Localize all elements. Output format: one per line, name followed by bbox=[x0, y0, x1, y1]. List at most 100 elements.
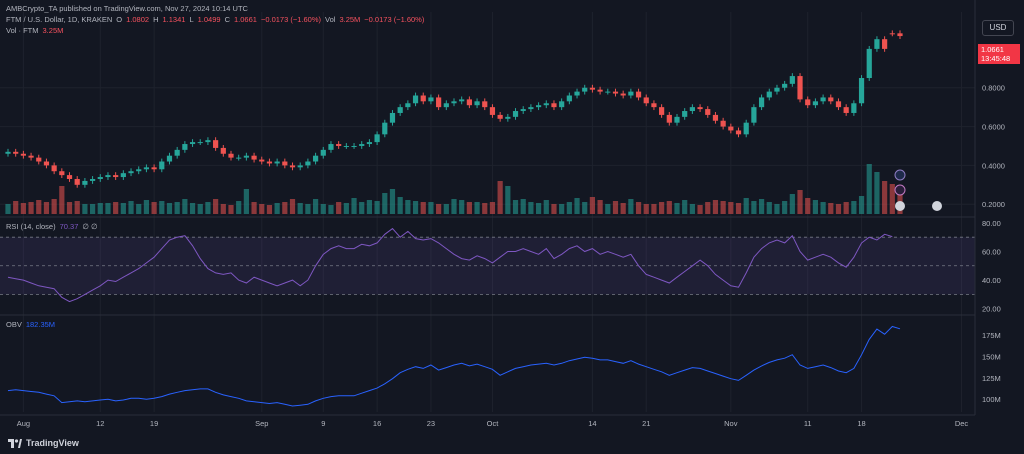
obv-tick-label: 150M bbox=[982, 352, 1001, 361]
candle-body bbox=[205, 140, 211, 143]
volume-bar bbox=[497, 181, 503, 214]
time-tick-label: Sep bbox=[255, 419, 268, 428]
volume-bar bbox=[728, 202, 734, 214]
candle-body bbox=[889, 33, 895, 35]
candle-body bbox=[659, 107, 665, 115]
candle-body bbox=[705, 109, 711, 115]
volume-bars bbox=[5, 164, 903, 214]
candle-body bbox=[320, 149, 326, 156]
flag-icon-1[interactable] bbox=[895, 201, 905, 211]
volume-bar bbox=[174, 202, 180, 214]
volume-bar bbox=[466, 202, 472, 214]
rsi-label[interactable]: RSI (14, close) bbox=[6, 222, 56, 231]
candle-body bbox=[59, 171, 65, 176]
volume-bar bbox=[543, 200, 549, 214]
volume-bar bbox=[858, 196, 865, 214]
volume-bar bbox=[874, 172, 880, 214]
tradingview-logo[interactable]: TradingView bbox=[8, 438, 79, 448]
candle-body bbox=[535, 105, 542, 108]
time-tick-label: 16 bbox=[373, 419, 381, 428]
volume-bar bbox=[259, 204, 265, 214]
candle-body bbox=[382, 122, 388, 135]
currency-button[interactable]: USD bbox=[982, 20, 1014, 36]
symbol-name[interactable]: FTM / U.S. Dollar, 1D, KRAKEN bbox=[6, 15, 113, 24]
obv-value: 182.35M bbox=[25, 320, 56, 329]
rsi-extra: ∅ ∅ bbox=[82, 222, 98, 231]
candle-body bbox=[505, 116, 511, 119]
volume-bar bbox=[320, 204, 326, 214]
candle-body bbox=[697, 107, 703, 110]
candle-body bbox=[451, 101, 457, 104]
volume-bar bbox=[889, 184, 895, 214]
volume-bar bbox=[36, 200, 42, 214]
ohlc-low: 1.0499 bbox=[197, 15, 221, 24]
candle-body bbox=[782, 83, 788, 88]
candle-body bbox=[328, 144, 334, 150]
price-tick-label: 0.6000 bbox=[982, 123, 1005, 132]
ohlc-vol-label: Vol bbox=[325, 15, 336, 24]
volume-bar bbox=[782, 201, 788, 214]
candle-body bbox=[43, 161, 50, 166]
candle-body bbox=[766, 91, 772, 98]
candle-body bbox=[520, 109, 526, 112]
candle-body bbox=[343, 145, 349, 147]
volume-bar bbox=[312, 199, 319, 214]
volume-bar bbox=[766, 202, 772, 214]
rsi-tick-label: 80.00 bbox=[982, 219, 1001, 228]
candle-body bbox=[635, 91, 642, 98]
obv-tick-label: 100M bbox=[982, 395, 1001, 404]
candle-body bbox=[159, 161, 165, 170]
flag-icon-2[interactable] bbox=[932, 201, 942, 211]
volume-bar bbox=[459, 200, 465, 214]
candle-body bbox=[474, 101, 480, 106]
volume-bar bbox=[828, 203, 834, 214]
volume-bar bbox=[213, 199, 219, 214]
volume-bar bbox=[851, 201, 857, 214]
candle-body bbox=[612, 91, 619, 94]
volume-bar bbox=[274, 203, 280, 214]
y-axes: 0.2000 0.4000 0.6000 0.8000 20.00 40.00 60.00 8… bbox=[982, 84, 1005, 404]
candle-body bbox=[143, 167, 150, 170]
event-icons bbox=[894, 169, 942, 211]
volume-label[interactable]: Vol · FTM bbox=[6, 26, 39, 35]
countdown: 13:45:48 bbox=[981, 54, 1011, 63]
symbol-line: FTM / U.S. Dollar, 1D, KRAKEN O 1.0802 H 1.1… bbox=[6, 15, 428, 24]
candle-body bbox=[497, 114, 503, 119]
volume-bar bbox=[751, 201, 757, 214]
volume-bar bbox=[43, 202, 50, 214]
candle-body bbox=[712, 114, 719, 121]
volume-bar bbox=[397, 197, 403, 214]
candle-body bbox=[605, 91, 611, 93]
time-tick-label: 21 bbox=[642, 419, 650, 428]
candle-body bbox=[28, 155, 34, 158]
volume-bar bbox=[228, 205, 234, 214]
candle-body bbox=[735, 130, 742, 135]
volume-bar bbox=[566, 202, 572, 214]
rsi-tick-label: 20.00 bbox=[982, 305, 1001, 314]
candle-body bbox=[66, 175, 73, 179]
obv-label[interactable]: OBV bbox=[6, 320, 22, 329]
candle-body bbox=[259, 159, 265, 162]
x-axis: Aug 12 19 Sep 9 16 23 Oct 14 21 Nov 11 18 Dec bbox=[0, 0, 976, 428]
volume-bar bbox=[205, 202, 211, 214]
plus-icon[interactable] bbox=[894, 169, 906, 181]
candle-body bbox=[305, 161, 311, 166]
volume-bar bbox=[643, 204, 649, 214]
candle-body bbox=[251, 155, 257, 160]
candle-body bbox=[405, 103, 411, 108]
candle-body bbox=[74, 178, 80, 185]
volume-bar bbox=[758, 199, 765, 214]
price-tick-label: 0.4000 bbox=[982, 161, 1005, 170]
volume-bar bbox=[151, 202, 157, 214]
volume-bar bbox=[166, 203, 173, 214]
flash-icon[interactable] bbox=[894, 184, 906, 196]
time-tick-label: 23 bbox=[427, 419, 435, 428]
candle-body bbox=[443, 103, 449, 108]
volume-bar bbox=[405, 200, 411, 214]
rsi-value: 70.37 bbox=[59, 222, 79, 231]
candle-body bbox=[197, 142, 203, 144]
volume-bar bbox=[420, 202, 426, 214]
candle-body bbox=[351, 145, 357, 147]
volume-bar bbox=[189, 203, 196, 214]
volume-bar bbox=[635, 202, 642, 214]
